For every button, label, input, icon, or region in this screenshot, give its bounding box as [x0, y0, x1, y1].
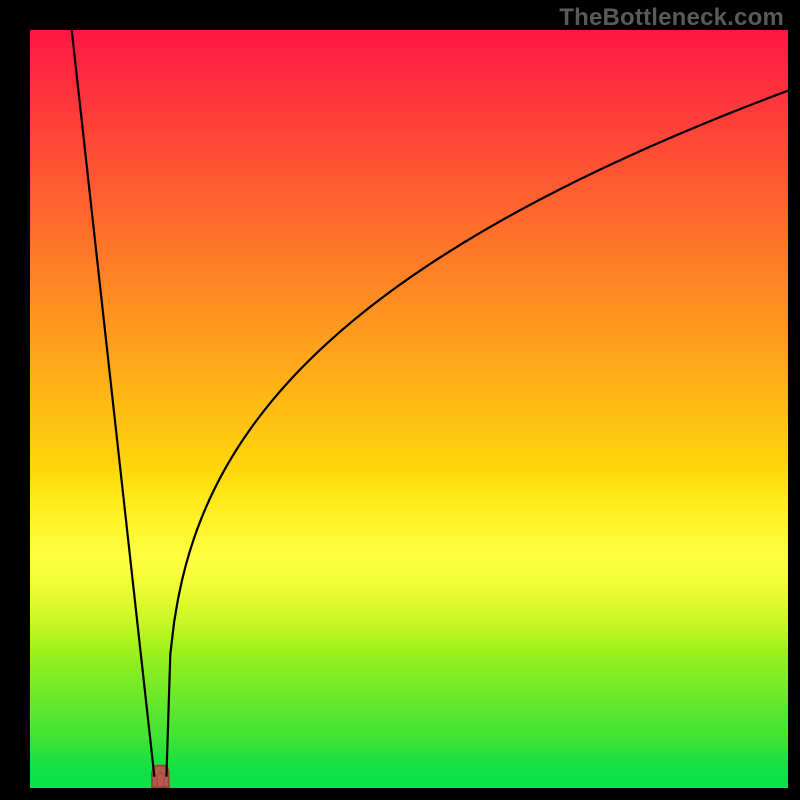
watermark-text: TheBottleneck.com	[559, 4, 784, 32]
curve-left	[72, 30, 155, 776]
plot-area	[30, 30, 788, 788]
curve-layer	[30, 30, 788, 788]
chart-frame: TheBottleneck.com	[0, 0, 800, 800]
curve-right	[166, 91, 788, 776]
